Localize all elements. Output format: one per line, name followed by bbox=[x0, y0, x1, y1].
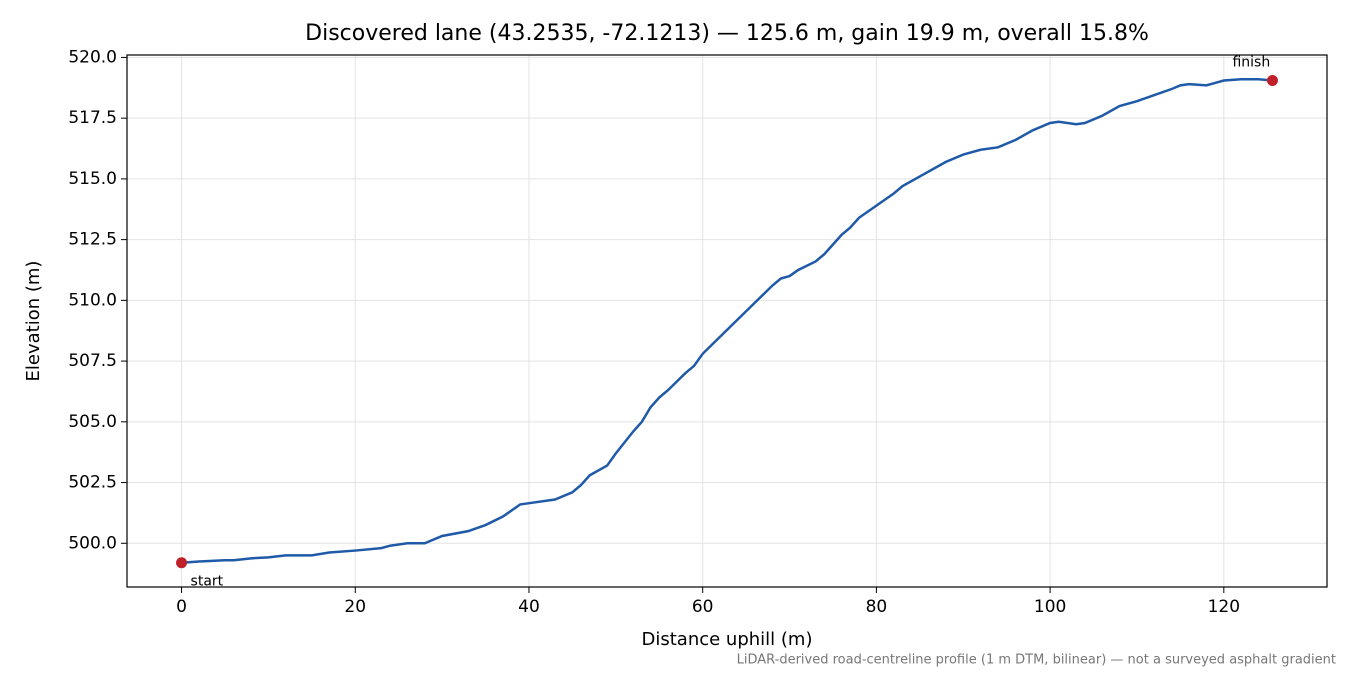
endpoint-marker bbox=[1266, 75, 1278, 87]
chart-title: Discovered lane (43.2535, -72.1213) — 12… bbox=[305, 21, 1149, 46]
elevation-line bbox=[181, 78, 1273, 564]
x-tick-label: 40 bbox=[518, 597, 540, 617]
y-tick-label: 515.0 bbox=[68, 169, 117, 189]
x-tick-label: 60 bbox=[692, 597, 714, 617]
y-tick-label: 512.5 bbox=[68, 230, 117, 250]
y-tick-label: 500.0 bbox=[68, 533, 117, 553]
y-tick-label: 505.0 bbox=[68, 412, 117, 432]
y-tick-label: 502.5 bbox=[68, 473, 117, 493]
x-tick-label: 120 bbox=[1208, 597, 1240, 617]
x-tick-label: 100 bbox=[1034, 597, 1066, 617]
y-tick-label: 510.0 bbox=[68, 290, 117, 310]
y-tick-label: 517.5 bbox=[68, 108, 117, 128]
endpoint-marker bbox=[176, 557, 188, 569]
endpoint-label: start bbox=[191, 574, 224, 590]
x-tick-label: 20 bbox=[344, 597, 366, 617]
footnote: LiDAR-derived road-centreline profile (1… bbox=[737, 653, 1336, 668]
plot-frame bbox=[126, 54, 1328, 588]
x-axis-label: Distance uphill (m) bbox=[642, 629, 813, 650]
y-tick-label: 520.0 bbox=[68, 47, 117, 67]
x-tick-label: 0 bbox=[176, 597, 187, 617]
y-tick-label: 507.5 bbox=[68, 351, 117, 371]
y-axis-label: Elevation (m) bbox=[23, 261, 44, 382]
endpoint-label: finish bbox=[1232, 55, 1270, 71]
x-tick-label: 80 bbox=[866, 597, 888, 617]
